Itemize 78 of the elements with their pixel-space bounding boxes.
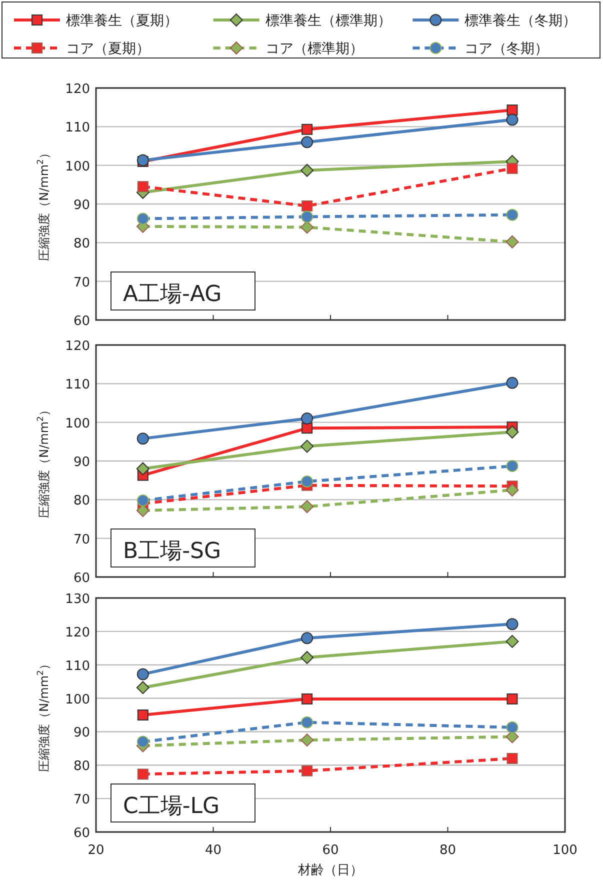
point bbox=[300, 440, 314, 453]
point bbox=[136, 212, 149, 225]
point bbox=[506, 235, 519, 248]
annotation: A工場-AG bbox=[123, 282, 222, 307]
point bbox=[506, 721, 518, 734]
point bbox=[300, 651, 314, 664]
point bbox=[302, 765, 313, 776]
point bbox=[137, 710, 148, 720]
y-tick-label: 120 bbox=[65, 625, 90, 640]
point bbox=[506, 426, 519, 438]
y-tick-label: 120 bbox=[65, 82, 90, 97]
x-tick-label: 20 bbox=[88, 843, 104, 858]
point bbox=[300, 734, 314, 747]
legend-label: 標準養生（夏期） bbox=[66, 13, 178, 29]
x-tick-label: 40 bbox=[204, 843, 222, 858]
y-tick-label: 70 bbox=[73, 275, 90, 290]
point bbox=[300, 500, 314, 514]
point bbox=[302, 693, 313, 704]
point bbox=[136, 668, 149, 680]
y-tick-label: 80 bbox=[73, 759, 90, 774]
annotation: B工場-SG bbox=[123, 539, 222, 564]
point bbox=[506, 752, 518, 764]
y-tick-label: 120 bbox=[65, 339, 90, 354]
point bbox=[136, 462, 150, 476]
y-tick-label: 70 bbox=[73, 532, 90, 548]
legend-label: コア（標準期） bbox=[265, 41, 364, 57]
point bbox=[506, 460, 518, 472]
point bbox=[301, 716, 314, 728]
point bbox=[506, 162, 518, 174]
legend-label: 標準養生（標準期） bbox=[265, 13, 392, 29]
point bbox=[300, 220, 314, 234]
point bbox=[302, 422, 313, 434]
x-tick-label: 80 bbox=[439, 843, 456, 858]
y-tick-label: 100 bbox=[65, 159, 90, 174]
point bbox=[302, 124, 313, 135]
point bbox=[506, 693, 518, 704]
y-tick-label: 90 bbox=[73, 455, 90, 470]
point bbox=[506, 634, 519, 648]
point bbox=[301, 475, 314, 488]
y-tick-label: 70 bbox=[73, 792, 90, 808]
point bbox=[301, 136, 314, 148]
point bbox=[136, 494, 149, 506]
point bbox=[506, 618, 518, 630]
point bbox=[137, 768, 148, 780]
point bbox=[506, 376, 518, 389]
y-tick-label: 60 bbox=[73, 314, 90, 329]
point bbox=[300, 164, 314, 177]
y-tick-label: 60 bbox=[73, 571, 90, 586]
x-axis-title: 材齢（日） bbox=[297, 863, 363, 878]
point bbox=[301, 412, 314, 424]
y-tick-label: 90 bbox=[73, 198, 90, 213]
legend-label: 標準養生（冬期） bbox=[464, 13, 577, 29]
point bbox=[506, 114, 518, 126]
point bbox=[136, 681, 150, 694]
y-tick-label: 60 bbox=[73, 826, 90, 841]
point bbox=[302, 200, 313, 212]
point bbox=[506, 104, 518, 116]
point bbox=[301, 632, 314, 644]
legend-label: コア（冬期） bbox=[464, 41, 549, 57]
x-tick-label: 60 bbox=[322, 843, 339, 858]
y-tick-label: 80 bbox=[73, 236, 90, 252]
y-tick-label: 90 bbox=[73, 726, 90, 741]
annotation: C工場-LG bbox=[123, 794, 220, 819]
y-tick-label: 100 bbox=[65, 416, 90, 432]
point bbox=[506, 484, 519, 496]
point bbox=[506, 208, 518, 221]
point bbox=[301, 210, 314, 223]
point bbox=[137, 181, 148, 192]
y-tick-label: 130 bbox=[65, 592, 90, 607]
point bbox=[136, 736, 149, 748]
y-tick-label: 110 bbox=[65, 120, 90, 136]
y-tick-label: 80 bbox=[73, 494, 90, 509]
legend-label: コア（夏期） bbox=[66, 41, 150, 57]
x-tick-label: 100 bbox=[552, 843, 578, 858]
y-tick-label: 110 bbox=[65, 658, 90, 674]
point bbox=[136, 432, 149, 445]
y-tick-label: 100 bbox=[65, 692, 90, 708]
y-tick-label: 110 bbox=[65, 378, 90, 393]
